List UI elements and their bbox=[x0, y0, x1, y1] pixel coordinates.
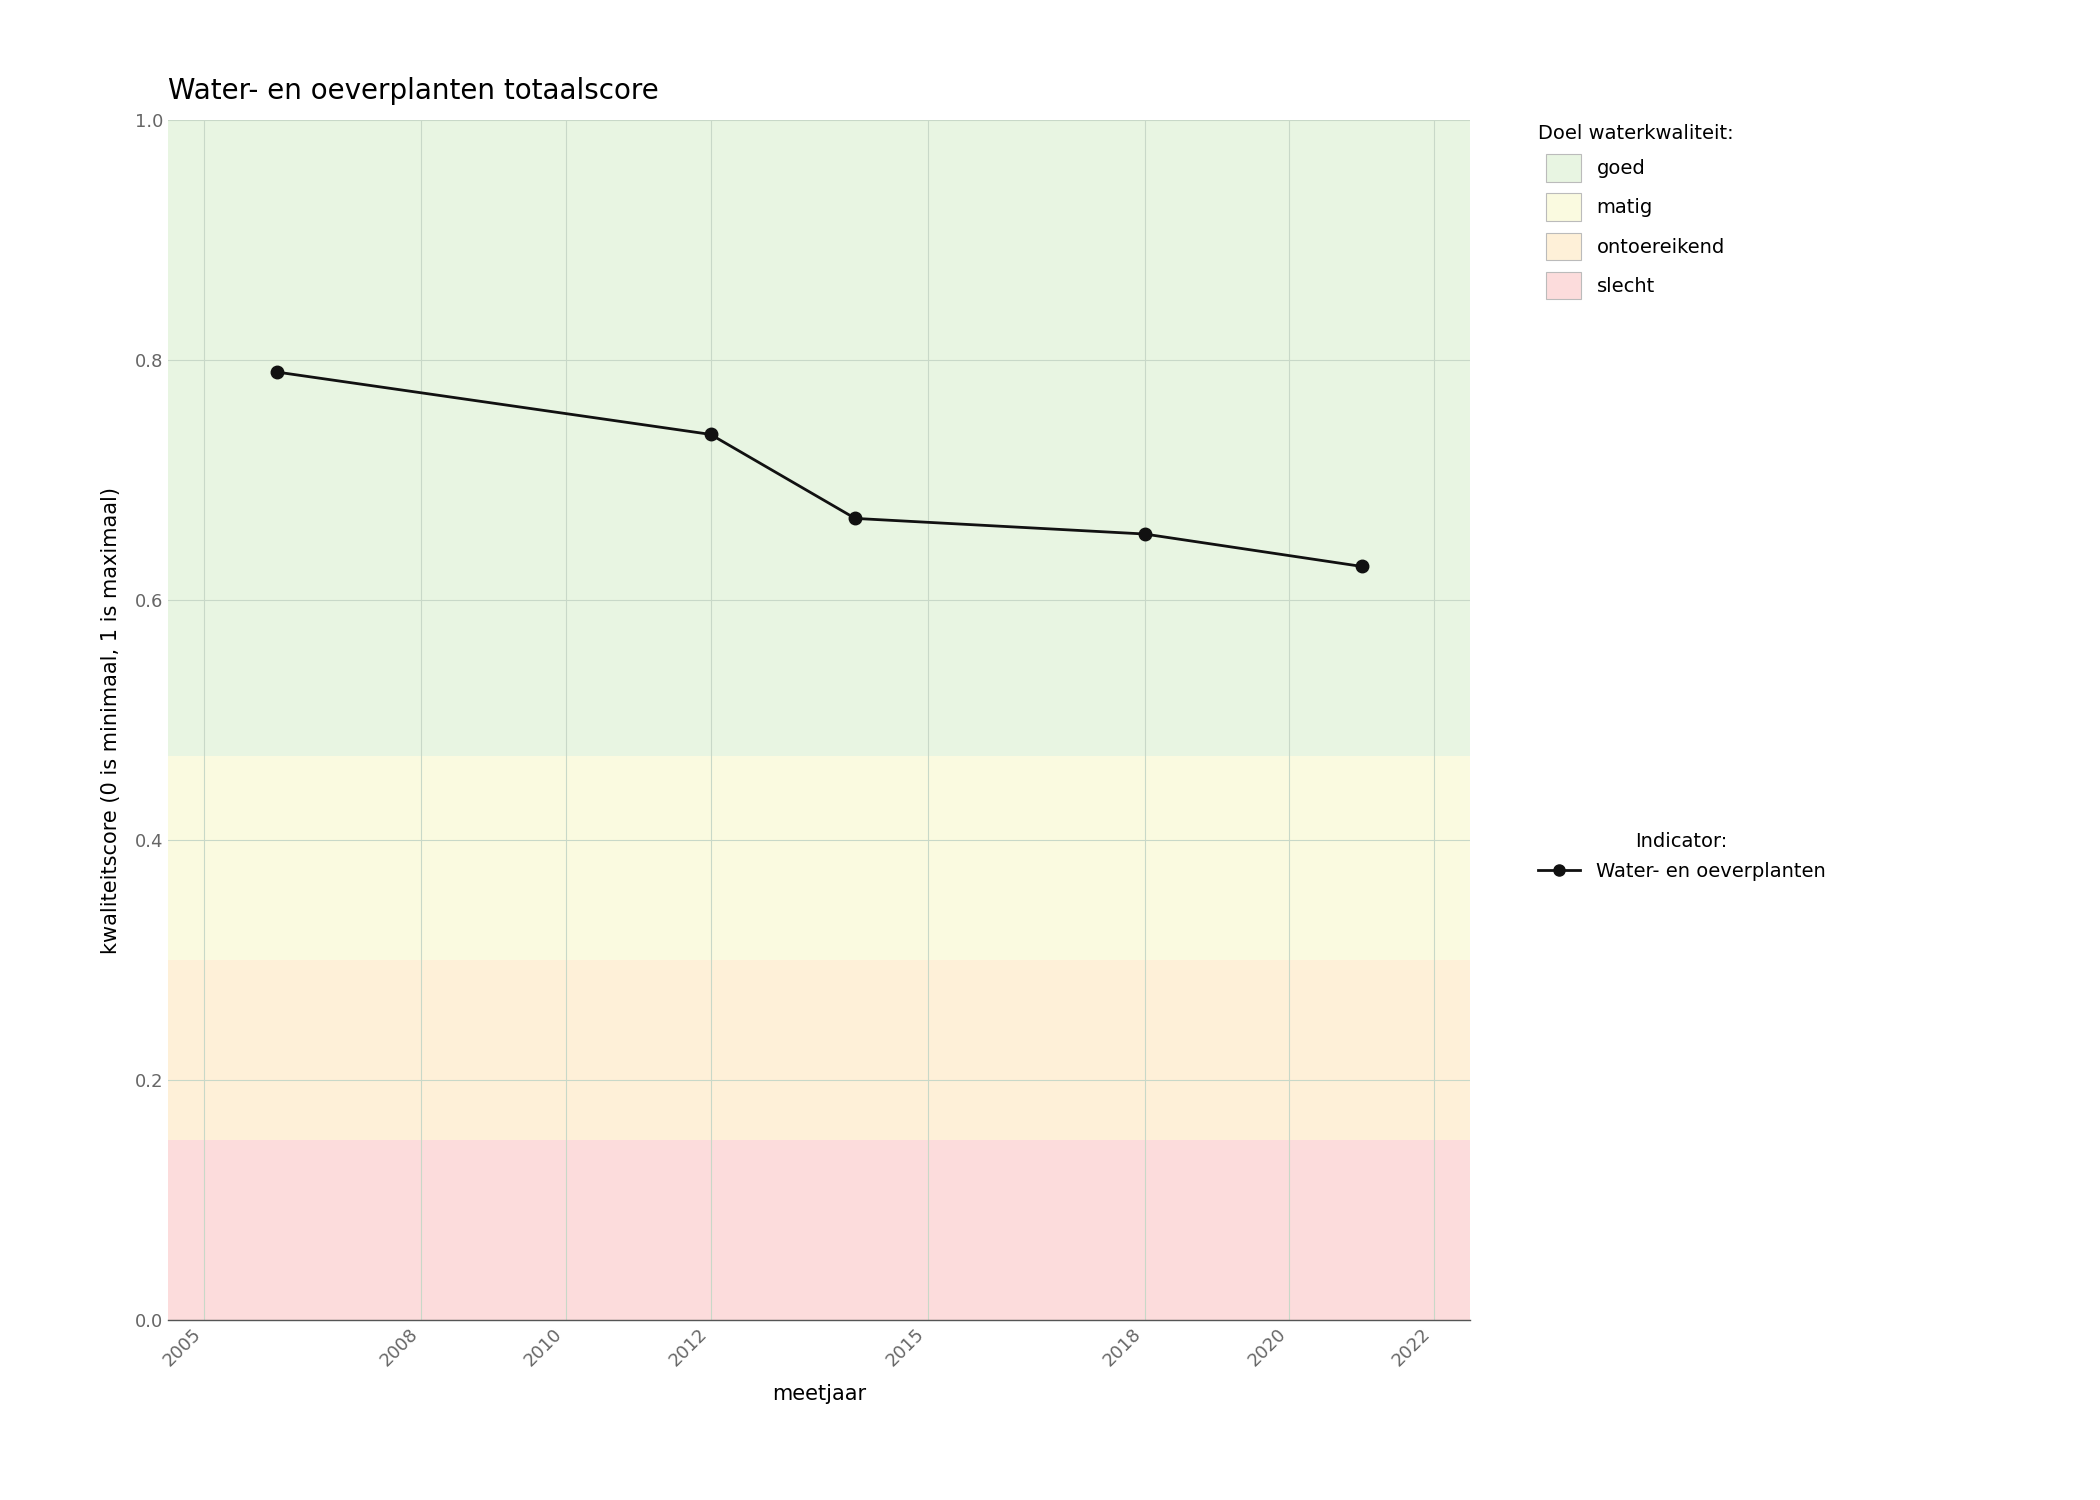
Text: Water- en oeverplanten totaalscore: Water- en oeverplanten totaalscore bbox=[168, 76, 659, 105]
X-axis label: meetjaar: meetjaar bbox=[773, 1384, 865, 1404]
Legend: Water- en oeverplanten: Water- en oeverplanten bbox=[1531, 825, 1831, 886]
Bar bbox=[168, 756, 1470, 960]
Bar bbox=[168, 960, 1470, 1140]
Bar bbox=[168, 1140, 1470, 1320]
Bar bbox=[168, 120, 1470, 756]
Y-axis label: kwaliteitscore (0 is minimaal, 1 is maximaal): kwaliteitscore (0 is minimaal, 1 is maxi… bbox=[101, 486, 122, 954]
